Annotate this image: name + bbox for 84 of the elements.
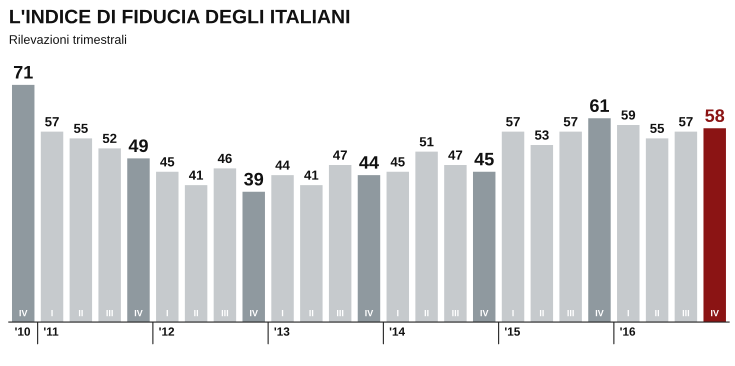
data-label: 59 xyxy=(621,110,636,120)
x-tick-label: III xyxy=(452,310,459,316)
bar xyxy=(674,132,698,322)
x-tick-label: III xyxy=(106,310,113,316)
x-tick-label: IV xyxy=(596,310,604,316)
x-tick-label: I xyxy=(51,310,53,316)
bar xyxy=(444,165,467,322)
data-label: 57 xyxy=(45,117,59,126)
x-tick-label: III xyxy=(337,310,344,316)
bar xyxy=(588,118,611,322)
data-label: 61 xyxy=(590,99,610,112)
bar xyxy=(472,172,496,322)
bar xyxy=(415,152,438,322)
bar xyxy=(12,84,34,322)
data-label: 47 xyxy=(448,150,462,160)
x-tick-label: I xyxy=(282,310,284,316)
text: '11 xyxy=(44,328,58,336)
x-tick-label: II xyxy=(655,310,659,316)
x-tick-label: III xyxy=(222,310,228,316)
x-tick-label: III xyxy=(682,310,690,316)
data-label: 55 xyxy=(74,124,88,134)
data-label: 57 xyxy=(678,117,693,126)
bar xyxy=(40,132,64,322)
data-label: 58 xyxy=(705,109,724,122)
data-label: 39 xyxy=(244,172,264,186)
text: '16 xyxy=(620,327,636,336)
data-label: 44 xyxy=(359,156,379,169)
x-tick-label: I xyxy=(166,310,168,316)
data-label: 45 xyxy=(160,157,174,166)
text: '15 xyxy=(505,328,520,336)
data-label: 57 xyxy=(506,117,520,126)
bar xyxy=(98,148,121,322)
data-label: 51 xyxy=(420,137,434,146)
x-tick-label: IV xyxy=(134,310,143,316)
x-tick-label: III xyxy=(567,310,574,316)
bar xyxy=(328,165,352,322)
bar xyxy=(70,138,92,322)
x-tick-label: II xyxy=(78,310,83,316)
x-tick-label: I xyxy=(397,310,398,316)
data-label: 53 xyxy=(534,130,549,140)
x-tick-label: II xyxy=(194,310,198,316)
bar xyxy=(617,124,640,322)
bar xyxy=(703,128,726,322)
data-label: 47 xyxy=(333,150,347,160)
x-tick-label: IV xyxy=(250,310,258,316)
x-tick-label: IV xyxy=(711,310,719,316)
x-tick-label: IV xyxy=(20,310,28,316)
x-tick-label: II xyxy=(424,310,428,316)
data-label: 45 xyxy=(390,157,405,166)
bar xyxy=(502,132,524,322)
data-label: 52 xyxy=(102,134,116,144)
bar xyxy=(156,172,179,322)
bar xyxy=(214,168,236,322)
data-label: 49 xyxy=(128,139,148,152)
x-tick-label: IV xyxy=(480,310,488,316)
chart-title: L'INDICE DI FIDUCIA DEGLI ITALIANI xyxy=(10,10,350,24)
text: '13 xyxy=(274,327,290,336)
x-tick-label: I xyxy=(628,310,629,316)
bar xyxy=(386,172,410,322)
bar xyxy=(358,175,380,322)
bar xyxy=(530,145,554,322)
bar xyxy=(242,192,265,322)
x-tick-label: I xyxy=(512,310,514,316)
text: '14 xyxy=(390,328,406,336)
x-tick-label: II xyxy=(540,310,544,316)
text: '12 xyxy=(159,327,174,336)
x-tick-label: IV xyxy=(365,310,374,316)
data-label: 55 xyxy=(650,124,664,134)
text: '10 xyxy=(15,327,30,336)
data-label: 57 xyxy=(564,117,578,126)
data-label: 45 xyxy=(474,152,494,166)
data-label: 44 xyxy=(275,160,290,170)
data-label: 41 xyxy=(188,170,204,180)
bar xyxy=(271,175,294,322)
data-label: 46 xyxy=(218,154,232,164)
data-label: 71 xyxy=(14,66,33,78)
bar xyxy=(646,138,668,322)
bar xyxy=(184,185,208,322)
bar xyxy=(559,132,582,322)
bar xyxy=(127,158,150,322)
bar xyxy=(300,185,323,322)
x-tick-label: II xyxy=(309,310,314,316)
chart-subtitle: Rilevazioni trimestrali xyxy=(10,34,126,44)
data-label: 41 xyxy=(304,170,318,180)
